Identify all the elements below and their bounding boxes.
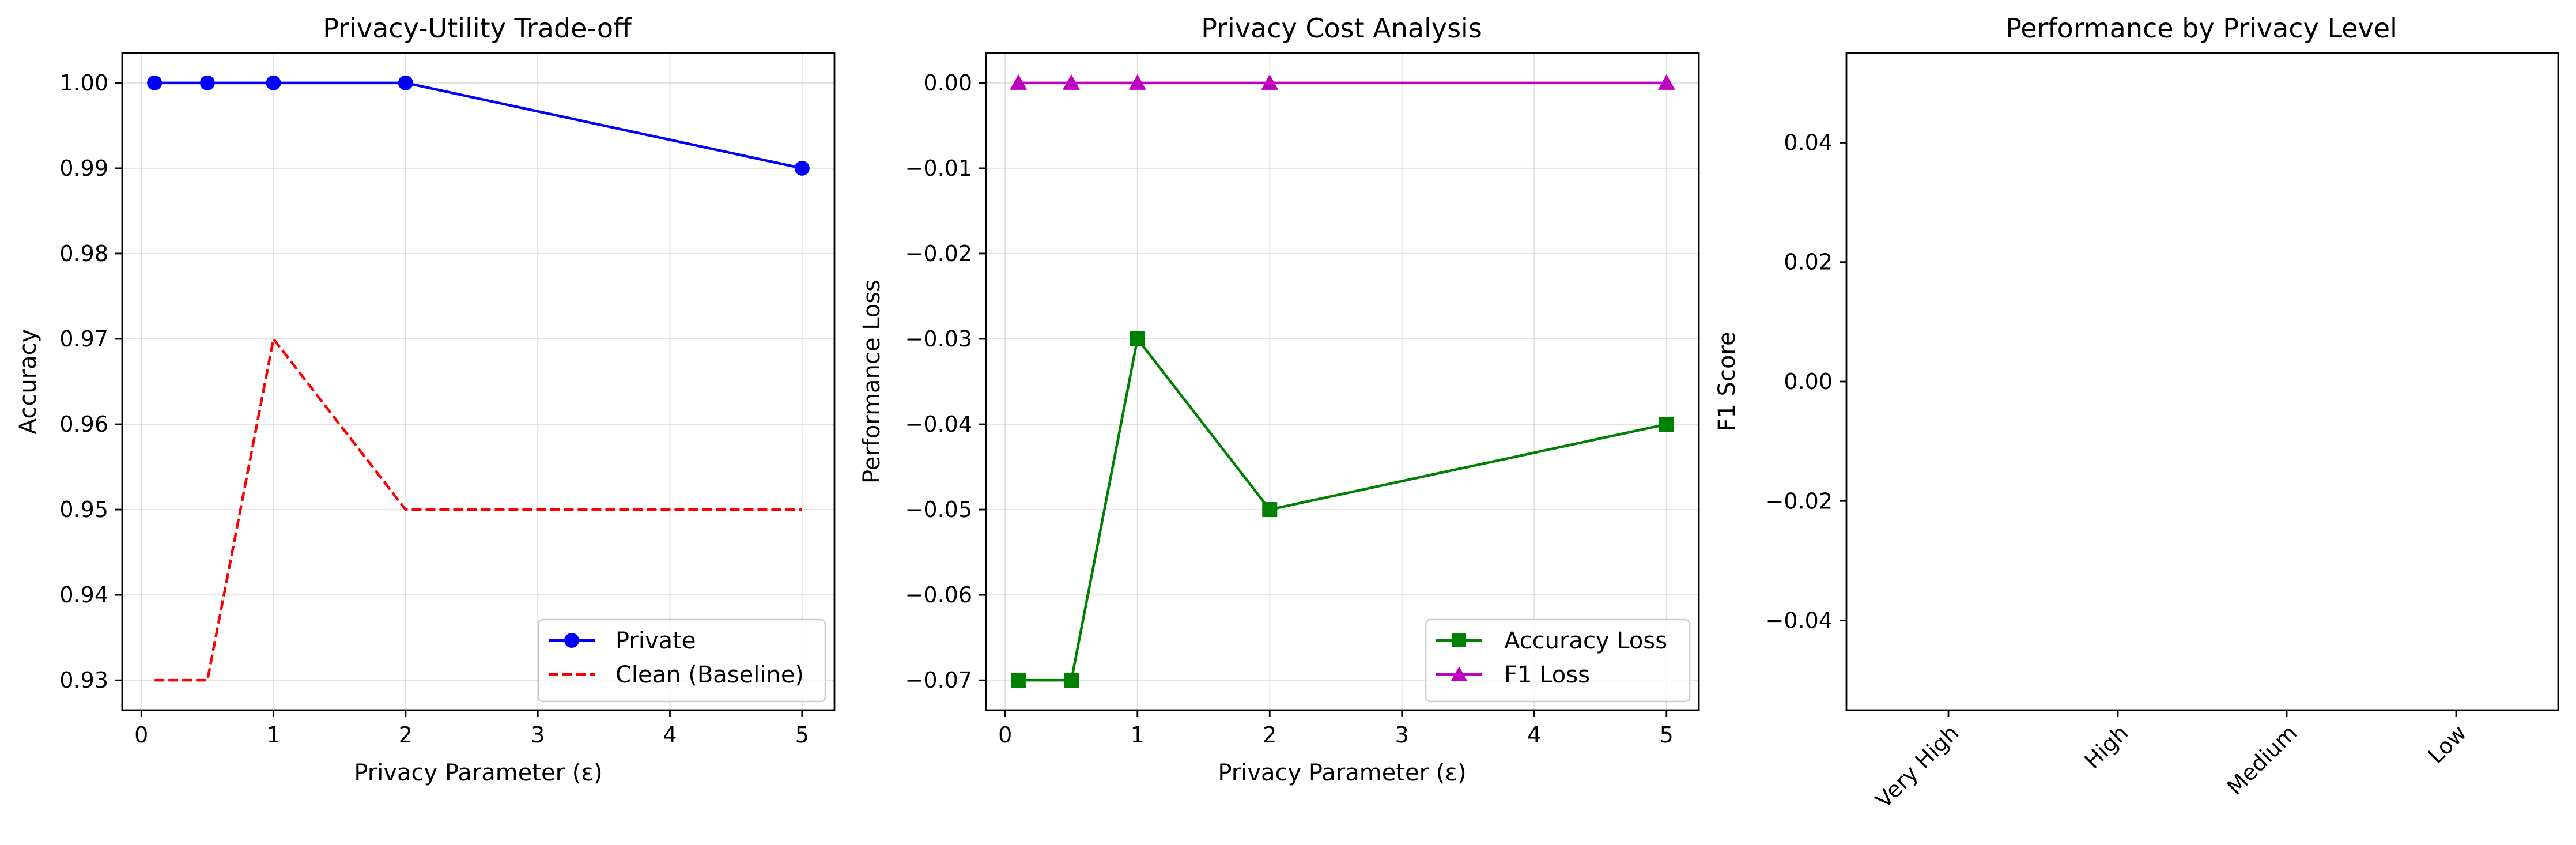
x-axis-label: Privacy Parameter (ε) [1218, 760, 1466, 786]
legend-label-private: Private [615, 628, 696, 654]
y-axis-label: Performance Loss [859, 280, 885, 484]
data-point-accuracy-loss [1659, 417, 1674, 432]
y-tick-label: 0.00 [923, 70, 972, 96]
y-tick-label: −0.03 [905, 326, 972, 352]
y-tick-label: 0.99 [59, 156, 108, 181]
data-point-private [794, 160, 810, 176]
legend-marker-private [564, 633, 579, 648]
data-point-f1-loss [1128, 74, 1146, 90]
y-tick-label: 0.00 [1784, 369, 1833, 394]
y-tick-label: −0.02 [905, 241, 972, 266]
ticks: 0 1 2 3 4 5 −0.07 −0.06 −0.05 −0.04 −0.03 −0.02 −0.0… [905, 70, 1674, 748]
x-tick-label: High [2079, 720, 2133, 774]
legend-label-f1-loss: F1 Loss [1504, 662, 1590, 688]
x-tick-label: 3 [1395, 722, 1409, 748]
plot-frame [121, 52, 836, 711]
x-tick-label: 3 [531, 722, 545, 748]
x-tick-label: 0 [134, 722, 148, 748]
x-tick-label: 4 [663, 722, 677, 748]
legend-label-clean: Clean (Baseline) [615, 662, 804, 688]
x-tick-label: 4 [1527, 722, 1541, 748]
data-point-f1-loss [1063, 74, 1081, 90]
series-line-clean-baseline [154, 337, 802, 682]
series-layer [1010, 74, 1675, 688]
data-point-accuracy-loss [1011, 673, 1026, 688]
legend-box [537, 618, 826, 703]
panel-title: Privacy Cost Analysis [1201, 13, 1482, 44]
data-point-private [147, 75, 163, 90]
panel-tradeoff: Privacy-Utility Trade-off 0 1 2 3 4 5 0.93 0.94… [15, 13, 836, 786]
y-tick-label: −0.06 [905, 582, 972, 608]
y-tick-label: 0.94 [59, 582, 108, 608]
x-tick-label: 1 [1131, 722, 1145, 748]
y-axis-label: Accuracy [15, 329, 41, 435]
y-tick-label: −0.05 [905, 497, 972, 522]
x-axis-label: Privacy Parameter (ε) [354, 760, 602, 786]
panel-title: Privacy-Utility Trade-off [323, 13, 632, 44]
grid [986, 53, 1699, 710]
legend: Private Clean (Baseline) [537, 618, 826, 703]
y-tick-label: 0.04 [1784, 130, 1833, 155]
y-tick-label: 0.96 [59, 412, 108, 437]
y-tick-label: 0.95 [59, 497, 108, 522]
x-tick-label: 1 [266, 722, 280, 748]
panel-title: Performance by Privacy Level [2005, 13, 2397, 44]
legend: Accuracy Loss F1 Loss [1425, 618, 1691, 703]
x-tick-label: Very High [1871, 720, 1963, 813]
y-tick-label: 1.00 [59, 70, 108, 96]
y-tick-label: 0.98 [59, 241, 108, 266]
series-layer [147, 75, 810, 682]
plot-frame [1845, 52, 2559, 711]
data-point-f1-loss [1261, 74, 1279, 90]
x-tick-label: Low [2423, 720, 2471, 768]
legend-box [1425, 618, 1691, 703]
x-tick-label: Medium [2222, 720, 2302, 800]
y-tick-label: 0.93 [59, 667, 108, 693]
x-tick-label: 5 [1660, 722, 1674, 748]
legend-marker-f1-loss [1451, 666, 1467, 681]
plot-frame [985, 52, 1700, 711]
y-axis-label: F1 Score [1714, 331, 1740, 431]
data-point-accuracy-loss [1130, 331, 1145, 346]
x-tick-label: 5 [795, 722, 809, 748]
panel-cost: Privacy Cost Analysis 0 1 2 3 4 5 −0.07 −0.06 −0… [859, 13, 1700, 786]
y-tick-label: −0.04 [905, 412, 972, 437]
data-point-private [398, 75, 413, 90]
series-line-private [154, 81, 803, 170]
ticks: 0 1 2 3 4 5 0.93 0.94 0.95 0.96 0.97 0.98 0.99 1.00 [59, 70, 809, 748]
data-point-f1-loss [1010, 74, 1028, 90]
data-point-f1-loss [1657, 74, 1675, 90]
x-tick-label: 2 [1263, 722, 1276, 748]
data-point-private [199, 75, 215, 90]
x-tick-label: 2 [399, 722, 413, 748]
y-tick-label: −0.02 [1766, 488, 1833, 514]
legend-marker-accuracy-loss [1452, 633, 1466, 647]
legend-label-accuracy-loss: Accuracy Loss [1504, 628, 1667, 654]
x-tick-label: 0 [998, 722, 1012, 748]
panel-level: Performance by Privacy Level Very High Hi… [1714, 13, 2559, 813]
y-tick-label: −0.07 [905, 667, 972, 693]
data-point-private [266, 75, 281, 90]
y-tick-label: 0.02 [1784, 250, 1833, 275]
y-tick-label: 0.97 [59, 326, 108, 352]
y-tick-label: −0.04 [1766, 608, 1833, 633]
data-point-accuracy-loss [1262, 502, 1278, 518]
data-point-accuracy-loss [1064, 673, 1079, 688]
y-tick-label: −0.01 [905, 156, 972, 181]
